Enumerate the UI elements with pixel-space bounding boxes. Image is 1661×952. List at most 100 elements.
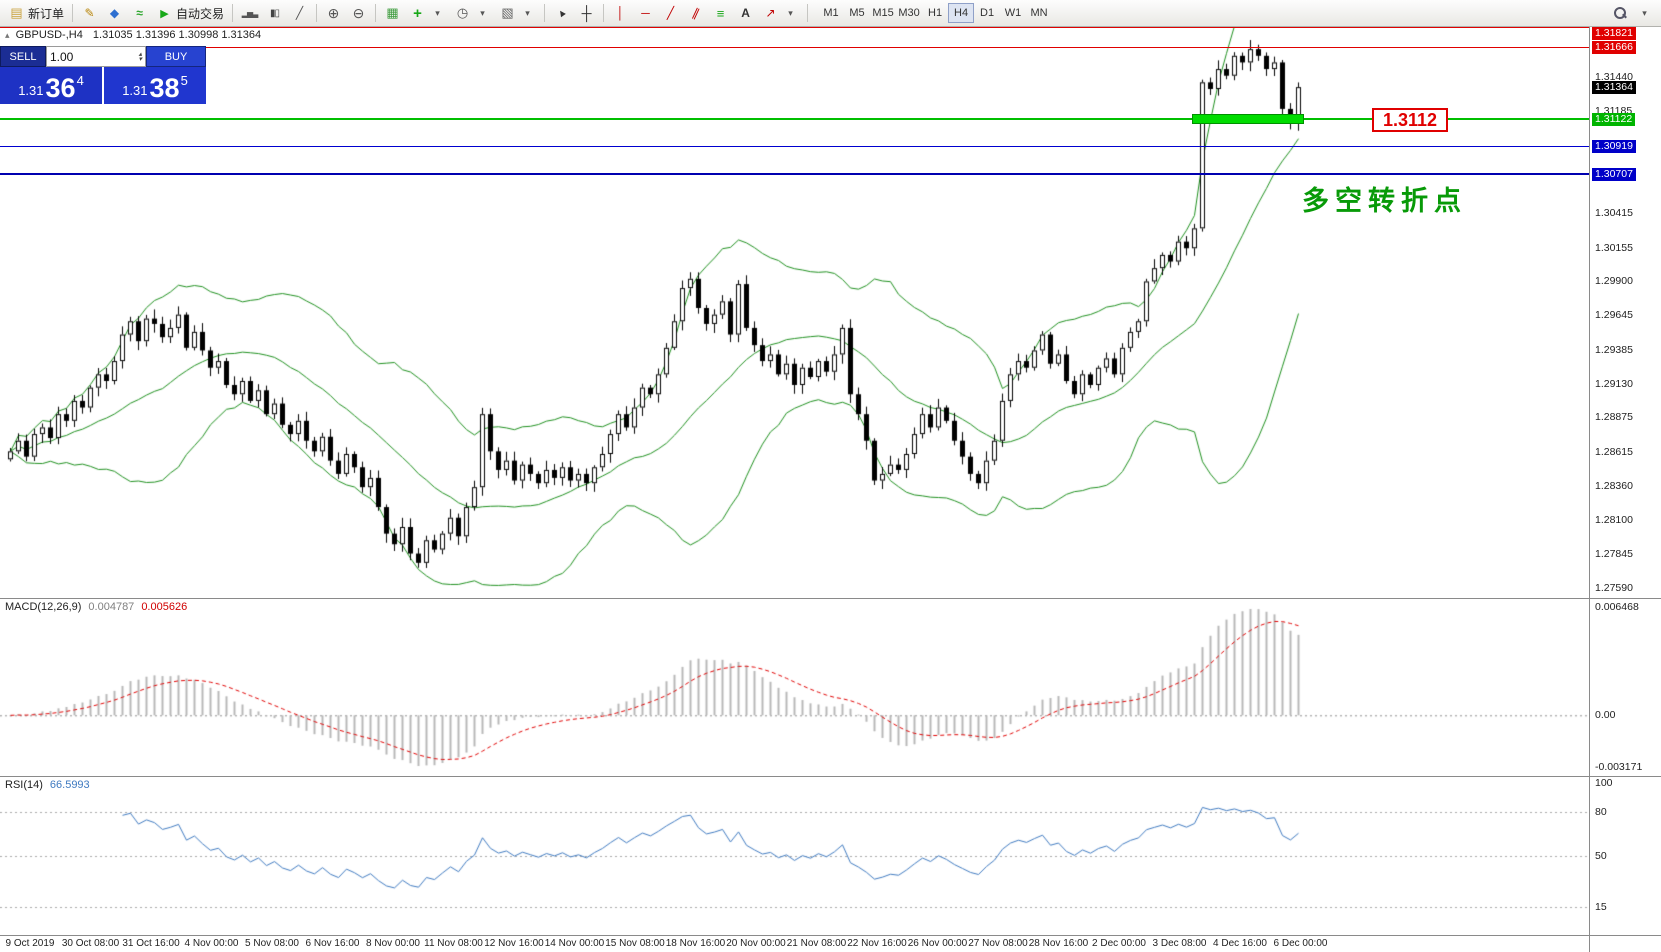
price-axis-label-blue: 1.30919 bbox=[1592, 140, 1636, 153]
buy-price[interactable]: 1.31 38 5 bbox=[104, 67, 206, 104]
trade-prices-row: 1.31 36 4 1.31 38 5 bbox=[0, 67, 206, 104]
autotrading-button[interactable]: 自动交易 bbox=[152, 2, 228, 24]
toolbar-separator bbox=[316, 4, 318, 22]
arrows-button[interactable] bbox=[758, 2, 803, 24]
toolbar-options-button[interactable] bbox=[1632, 2, 1657, 24]
new-order-button[interactable]: 新订单 bbox=[4, 2, 68, 24]
price-axis-label: 1.28615 bbox=[1595, 446, 1633, 458]
sell-price[interactable]: 1.31 36 4 bbox=[0, 67, 102, 104]
buy-button[interactable]: BUY bbox=[146, 46, 206, 67]
timeframe-m30-button[interactable]: M30 bbox=[896, 3, 922, 23]
volume-input[interactable]: 1.00 ▴ ▾ bbox=[46, 46, 146, 67]
time-axis-label: 27 Nov 08:00 bbox=[968, 938, 1028, 949]
timeframe-group: M1 M5 M15 M30 H1 H4 D1 W1 MN bbox=[818, 3, 1052, 23]
timeframe-w1-button[interactable]: W1 bbox=[1000, 3, 1026, 23]
crosshair-button[interactable] bbox=[574, 2, 599, 24]
horizontal-line-1.31821[interactable] bbox=[0, 27, 1589, 28]
periods-button[interactable] bbox=[450, 2, 495, 24]
horizontal-line-button[interactable] bbox=[633, 2, 658, 24]
macd-axis[interactable]: 0.006468 0.00 -0.003171 bbox=[1589, 599, 1661, 776]
metaeditor-button[interactable] bbox=[77, 2, 102, 24]
macd-axis-zero: 0.00 bbox=[1595, 709, 1616, 721]
time-axis-label: 3 Dec 08:00 bbox=[1152, 938, 1207, 949]
time-axis-label: 4 Nov 00:00 bbox=[184, 938, 239, 949]
horizontal-line-1.31122[interactable] bbox=[0, 118, 1589, 120]
candlestick-button[interactable] bbox=[262, 2, 287, 24]
rsi-canvas[interactable] bbox=[0, 777, 1589, 935]
price-axis-label-red: 1.31821 bbox=[1592, 27, 1636, 40]
text-button[interactable] bbox=[733, 2, 758, 24]
chevron-down-icon bbox=[1636, 5, 1653, 21]
vertical-line-icon bbox=[612, 5, 629, 21]
time-axis-label: 30 Oct 08:00 bbox=[61, 938, 120, 949]
zoom-in-button[interactable] bbox=[321, 2, 346, 24]
channel-button[interactable] bbox=[683, 2, 708, 24]
sell-price-prefix: 1.31 bbox=[18, 83, 44, 98]
volume-up-icon[interactable]: ▴ bbox=[138, 50, 142, 58]
sell-price-big: 36 bbox=[45, 73, 76, 103]
time-axis-label: 6 Dec 00:00 bbox=[1273, 938, 1328, 949]
zoom-out-icon bbox=[350, 5, 367, 21]
price-axis-label: 1.28100 bbox=[1595, 514, 1633, 526]
tile-windows-button[interactable] bbox=[380, 2, 405, 24]
new-order-icon bbox=[8, 5, 25, 21]
indicators-button[interactable] bbox=[405, 2, 450, 24]
timeframe-h4-button[interactable]: H4 bbox=[948, 3, 975, 23]
timeframe-m5-button[interactable]: M5 bbox=[844, 3, 870, 23]
price-axis-label: 1.30415 bbox=[1595, 207, 1633, 219]
macd-name: MACD(12,26,9) bbox=[5, 601, 82, 613]
fibonacci-button[interactable] bbox=[708, 2, 733, 24]
buy-price-prefix: 1.31 bbox=[122, 83, 148, 98]
horizontal-line-1.30707[interactable] bbox=[0, 173, 1589, 175]
one-click-toggle-icon[interactable]: ▴ bbox=[5, 30, 10, 40]
price-axis-label-red: 1.31666 bbox=[1592, 41, 1636, 54]
macd-canvas[interactable] bbox=[0, 599, 1589, 776]
main-chart-canvas[interactable] bbox=[0, 27, 1589, 598]
timeframe-m1-button[interactable]: M1 bbox=[818, 3, 844, 23]
volume-down-icon[interactable]: ▾ bbox=[138, 55, 142, 63]
time-axis-label: 22 Nov 16:00 bbox=[847, 938, 907, 949]
horizontal-line-icon bbox=[637, 5, 654, 21]
time-axis[interactable]: 9 Oct 2019 30 Oct 08:00 31 Oct 16:00 4 Nov … bbox=[0, 935, 1661, 952]
price-axis-label-blue: 1.30707 bbox=[1592, 168, 1636, 181]
macd-panel: MACD(12,26,9) 0.004787 0.005626 0.006468 0.… bbox=[0, 598, 1661, 776]
toolbar-right-group bbox=[1607, 2, 1657, 24]
timeframe-mn-button[interactable]: MN bbox=[1026, 3, 1052, 23]
zoom-out-button[interactable] bbox=[346, 2, 371, 24]
rsi-axis[interactable]: 100 80 50 15 bbox=[1589, 777, 1661, 935]
timeframe-h1-button[interactable]: H1 bbox=[922, 3, 948, 23]
market-button[interactable] bbox=[102, 2, 127, 24]
bar-chart-icon bbox=[241, 5, 258, 21]
toolbar-items: 新订单 自动交易 bbox=[4, 2, 812, 24]
search-button[interactable] bbox=[1607, 2, 1632, 24]
line-chart-button[interactable] bbox=[287, 2, 312, 24]
chart-title: ▴ GBPUSD-,H4 1.31035 1.31396 1.30998 1.3… bbox=[5, 29, 261, 41]
one-click-trading-panel: SELL 1.00 ▴ ▾ BUY 1.31 36 4 1.31 38 5 bbox=[0, 46, 206, 104]
market-icon bbox=[106, 5, 123, 21]
horizontal-line-1.30919[interactable] bbox=[0, 146, 1589, 147]
volume-value: 1.00 bbox=[50, 49, 74, 64]
bar-chart-button[interactable] bbox=[237, 2, 262, 24]
horizontal-line-1.31666[interactable] bbox=[0, 47, 1589, 48]
time-axis-label: 4 Dec 16:00 bbox=[1213, 938, 1267, 949]
time-axis-label: 20 Nov 00:00 bbox=[726, 938, 786, 949]
timeframe-m15-button[interactable]: M15 bbox=[870, 3, 896, 23]
cursor-button[interactable] bbox=[549, 2, 574, 24]
volume-spinner[interactable]: ▴ ▾ bbox=[138, 50, 142, 63]
main-chart-panel: ▴ GBPUSD-,H4 1.31035 1.31396 1.30998 1.3… bbox=[0, 27, 1661, 598]
highlight-rectangle[interactable] bbox=[1192, 114, 1304, 124]
sell-button[interactable]: SELL bbox=[0, 46, 46, 67]
signals-button[interactable] bbox=[127, 2, 152, 24]
annotation-turning-point[interactable]: 多空转折点 bbox=[1302, 186, 1467, 216]
templates-button[interactable] bbox=[495, 2, 540, 24]
time-axis-label: 21 Nov 08:00 bbox=[786, 938, 847, 949]
periods-icon bbox=[454, 5, 471, 21]
buy-price-sup: 5 bbox=[180, 73, 188, 88]
dropdown-caret-icon bbox=[429, 5, 446, 21]
vertical-line-button[interactable] bbox=[608, 2, 633, 24]
trendline-button[interactable] bbox=[658, 2, 683, 24]
price-axis[interactable]: 1.31821 1.31666 1.31440 1.31364 1.31185 1.311… bbox=[1589, 27, 1661, 598]
timeframe-d1-button[interactable]: D1 bbox=[974, 3, 1000, 23]
price-tag-1-3112[interactable]: 1.3112 bbox=[1372, 108, 1449, 132]
